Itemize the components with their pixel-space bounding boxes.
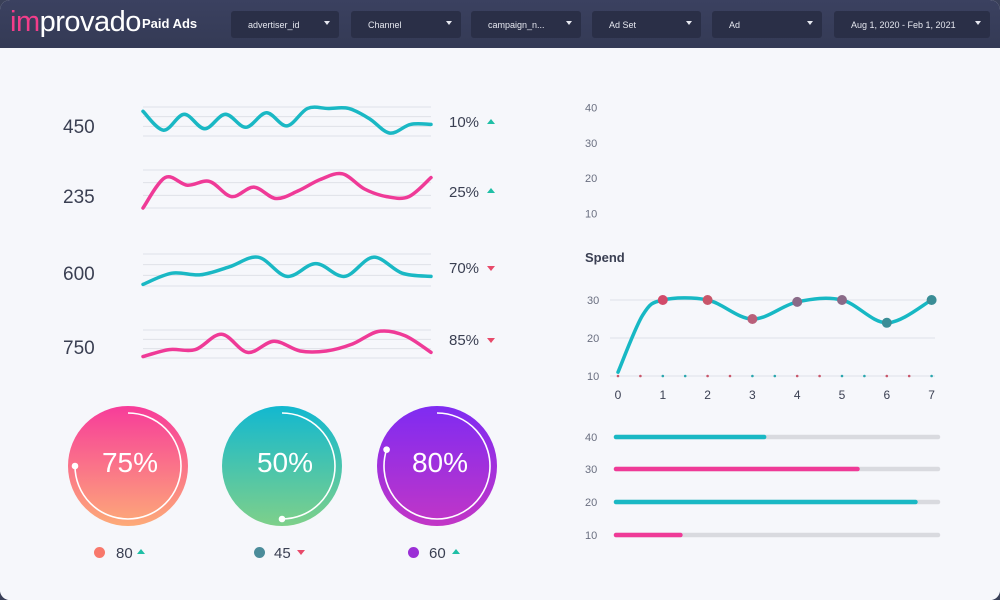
metric-change: 25%	[449, 184, 480, 201]
progress-label: 40	[585, 432, 597, 444]
metric-value: 450	[63, 117, 95, 138]
metric-change: 85%	[449, 332, 480, 349]
legend-dot	[94, 547, 105, 558]
trend-down-icon	[487, 338, 495, 343]
spend-marker	[747, 314, 758, 324]
gauge-knob	[383, 446, 390, 453]
sparkline-series	[141, 255, 433, 287]
spend-x-tick: 7	[928, 388, 935, 402]
metric-value: 600	[63, 264, 95, 285]
trend-up-icon	[487, 188, 495, 193]
legend-dot	[254, 547, 265, 558]
gauge-circle	[68, 406, 188, 526]
spend-axis-dot	[683, 374, 687, 378]
filter-channel[interactable]: Channel	[351, 11, 461, 38]
spend-x-tick: 6	[883, 388, 890, 402]
spend-axis-dot	[818, 374, 821, 378]
trend-up-icon	[452, 549, 460, 554]
legend-value: 60	[429, 545, 446, 562]
spend-x-tick: 0	[615, 388, 622, 402]
spend-x-tick: 3	[749, 388, 756, 402]
sparkline-series	[141, 329, 433, 359]
spend-axis-dot	[616, 374, 620, 378]
spend-line	[616, 296, 934, 374]
filter-ad[interactable]: Ad	[712, 11, 822, 38]
improvado-logo[interactable]: im provado	[10, 6, 141, 38]
spend-marker	[926, 295, 937, 305]
bar-chart-y-tick: 40	[585, 103, 597, 115]
progress-label: 20	[585, 497, 597, 509]
gauge-knob	[71, 462, 79, 470]
spend-axis-dot	[639, 374, 642, 378]
page-title: Paid Ads	[142, 16, 198, 31]
spend-y-tick: 30	[587, 295, 599, 307]
filter-date-range[interactable]: Aug 1, 2020 - Feb 1, 2021	[834, 11, 990, 38]
spend-axis-dot	[795, 374, 799, 378]
filter-advertiser-id[interactable]: advertiser_id	[231, 11, 339, 38]
sparkline-series	[141, 171, 433, 210]
spend-axis-dot	[930, 374, 933, 378]
spend-chart-title: Spend	[585, 250, 625, 265]
spend-axis-dot	[773, 374, 777, 378]
metric-change: 10%	[449, 114, 480, 131]
filter-ad-set[interactable]: Ad Set	[592, 11, 701, 38]
gauge-progress-arc	[281, 412, 336, 520]
spend-x-tick: 4	[794, 388, 801, 402]
spend-axis-dot	[885, 374, 889, 378]
trend-up-icon	[137, 549, 145, 554]
spend-axis-dot	[863, 374, 866, 378]
chevron-down-icon	[686, 21, 692, 25]
top-bar: im provado Paid Ads advertiser_id Channel…	[0, 0, 1000, 48]
chevron-down-icon	[324, 21, 330, 25]
legend-value: 80	[116, 545, 133, 562]
gauge-label: 50%	[256, 447, 314, 478]
gauge-knob	[278, 515, 286, 523]
metric-value: 235	[63, 187, 95, 208]
spend-axis-dot	[728, 374, 732, 378]
gauge-circle	[377, 406, 497, 526]
spend-marker	[702, 295, 713, 305]
spend-axis-dot	[751, 374, 754, 378]
spend-y-tick: 10	[587, 371, 599, 383]
gauge-circle	[222, 406, 342, 526]
legend-dot	[408, 547, 419, 558]
spend-marker	[837, 295, 847, 305]
gauge-label: 80%	[411, 447, 469, 478]
chevron-down-icon	[807, 21, 813, 25]
spend-marker	[881, 317, 892, 328]
chevron-down-icon	[975, 21, 981, 25]
gauge-progress-arc	[383, 412, 491, 520]
spend-axis-dot	[840, 374, 844, 378]
trend-down-icon	[297, 550, 305, 555]
trend-down-icon	[487, 266, 495, 271]
progress-label: 10	[585, 530, 597, 542]
spend-axis-dot	[907, 374, 911, 378]
gauge-progress-arc	[74, 412, 182, 520]
progress-label: 30	[585, 464, 597, 476]
spend-axis-dot	[706, 374, 709, 378]
trend-up-icon	[487, 119, 495, 124]
spend-x-tick: 1	[659, 388, 666, 402]
filter-campaign-name[interactable]: campaign_n...	[471, 11, 581, 38]
metric-value: 750	[63, 338, 95, 359]
spend-y-tick: 20	[587, 333, 599, 345]
spend-x-tick: 5	[839, 388, 846, 402]
bar-chart-y-tick: 30	[585, 138, 597, 150]
bar-chart-y-tick: 20	[585, 173, 597, 185]
spend-marker	[792, 296, 803, 307]
sparkline-series	[141, 105, 433, 135]
bar-chart-y-tick: 10	[585, 208, 597, 220]
legend-value: 45	[274, 545, 291, 562]
spend-marker	[657, 295, 668, 305]
gauge-label: 75%	[101, 447, 159, 478]
spend-axis-dot	[661, 374, 665, 378]
spend-x-tick: 2	[704, 388, 711, 402]
chevron-down-icon	[566, 21, 572, 25]
chevron-down-icon	[446, 21, 452, 25]
metric-change: 70%	[449, 260, 480, 277]
